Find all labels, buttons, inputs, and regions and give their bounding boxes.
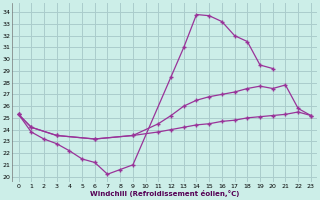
X-axis label: Windchill (Refroidissement éolien,°C): Windchill (Refroidissement éolien,°C) [90, 190, 239, 197]
